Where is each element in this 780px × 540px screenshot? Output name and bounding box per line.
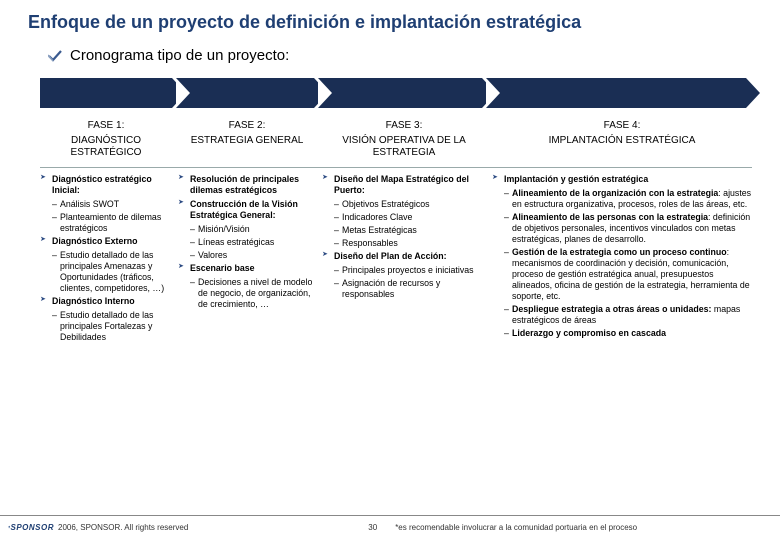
column: Implantación y gestión estratégica Alinea… — [492, 174, 752, 345]
phase-name: IMPLANTACIÓN ESTRATÉGICA — [492, 135, 752, 147]
phase-name: VISIÓN OPERATIVA DE LA ESTRATEGIA — [322, 135, 486, 159]
bullet-item: Diagnóstico estratégico Inicial: — [40, 174, 172, 196]
phase-arrow — [318, 78, 482, 108]
sub-item: Despliegue estrategia a otras áreas o un… — [492, 304, 752, 326]
sub-item: Líneas estratégicas — [178, 237, 316, 248]
phase-header: FASE 2: ESTRATEGIA GENERAL — [178, 120, 316, 159]
subtitle-text: Cronograma tipo de un proyecto: — [70, 47, 289, 64]
sub-item: Liderazgo y compromiso en cascada — [492, 328, 752, 339]
phase-name: ESTRATEGIA GENERAL — [178, 135, 316, 147]
sub-item: Estudio detallado de las principales Ame… — [40, 250, 172, 294]
phase-label: FASE 3: — [322, 120, 486, 131]
bullet-item: Resolución de principales dilemas estrat… — [178, 174, 316, 196]
column: Resolución de principales dilemas estrat… — [178, 174, 316, 345]
arrow-row — [0, 78, 780, 110]
bullet-item: Diseño del Mapa Estratégico del Puerto: — [322, 174, 486, 196]
phase-label: FASE 1: — [40, 120, 172, 131]
sub-item: Responsables — [322, 238, 486, 249]
sub-item: Planteamiento de dilemas estratégicos — [40, 212, 172, 234]
sub-item: Estudio detallado de las principales For… — [40, 310, 172, 343]
columns: Diagnóstico estratégico Inicial: Análisis… — [0, 168, 780, 345]
phase-headers: FASE 1: DIAGNÓSTICO ESTRATÉGICO FASE 2: EST… — [0, 110, 780, 159]
bullet-item: Diseño del Plan de Acción: — [322, 251, 486, 262]
sub-item: Valores — [178, 250, 316, 261]
sub-item: Decisiones a nivel de modelo de negocio,… — [178, 277, 316, 310]
bullet-item: Diagnóstico Interno — [40, 296, 172, 307]
sub-item: Misión/Visión — [178, 224, 316, 235]
sub-item: Objetivos Estratégicos — [322, 199, 486, 210]
phase-label: FASE 4: — [492, 120, 752, 131]
page-number: 30 — [368, 523, 377, 532]
logo: SPONSOR — [8, 519, 54, 535]
subtitle-row: Cronograma tipo de un proyecto: — [0, 37, 780, 78]
phase-label: FASE 2: — [178, 120, 316, 131]
phase-name: DIAGNÓSTICO ESTRATÉGICO — [40, 135, 172, 159]
copyright: 2006, SPONSOR. All rights reserved — [58, 523, 188, 532]
bullet-item: Implantación y gestión estratégica — [492, 174, 752, 185]
phase-arrow — [176, 78, 314, 108]
bullet-item: Escenario base — [178, 263, 316, 274]
logo-text: SPONSOR — [10, 523, 54, 532]
footer: SPONSOR 2006, SPONSOR. All rights reserv… — [0, 515, 780, 535]
column: Diagnóstico estratégico Inicial: Análisis… — [40, 174, 172, 345]
bullet-item: Construcción de la Visión Estratégica Ge… — [178, 199, 316, 221]
phase-header: FASE 1: DIAGNÓSTICO ESTRATÉGICO — [40, 120, 172, 159]
phase-header: FASE 3: VISIÓN OPERATIVA DE LA ESTRATEGIA — [322, 120, 486, 159]
sub-item: Análisis SWOT — [40, 199, 172, 210]
sub-item: Gestión de la estrategia como un proceso… — [492, 247, 752, 302]
phase-header: FASE 4: IMPLANTACIÓN ESTRATÉGICA — [492, 120, 752, 159]
phase-arrow — [486, 78, 746, 108]
sub-item: Indicadores Clave — [322, 212, 486, 223]
phase-arrow — [40, 78, 172, 108]
page-title: Enfoque de un proyecto de definición e i… — [0, 0, 780, 37]
footnote: *es recomendable involucrar a la comunid… — [395, 523, 637, 532]
sub-item: Metas Estratégicas — [322, 225, 486, 236]
bullet-item: Diagnóstico Externo — [40, 236, 172, 247]
sub-item: Principales proyectos e iniciativas — [322, 265, 486, 276]
column: Diseño del Mapa Estratégico del Puerto: O… — [322, 174, 486, 345]
check-icon — [48, 49, 62, 63]
sub-item: Alineamiento de las personas con la estr… — [492, 212, 752, 245]
sub-item: Asignación de recursos y responsables — [322, 278, 486, 300]
sub-item: Alineamiento de la organización con la e… — [492, 188, 752, 210]
